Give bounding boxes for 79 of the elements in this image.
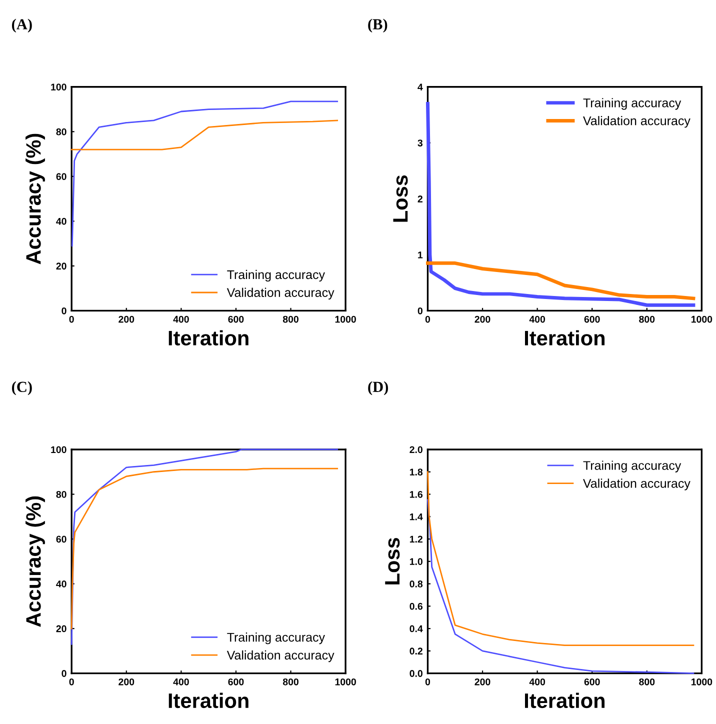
x-tick-label: 200 [118, 316, 134, 323]
y-tick-label: 4 [418, 84, 423, 90]
y-tick-label: 80 [56, 490, 66, 498]
y-axis-title: Accuracy (%) [26, 496, 45, 627]
x-axis-title: Iteration [525, 692, 605, 708]
chart-title: (A) [12, 18, 32, 33]
chart-title: (B) [368, 18, 388, 33]
legend-label: Training accuracy [227, 632, 325, 644]
x-tick-label: 0 [425, 678, 430, 686]
x-tick-label: 800 [639, 678, 655, 686]
y-tick-label: 60 [56, 536, 66, 543]
x-axis-title: Iteration [168, 330, 248, 346]
y-tick-label: 1.2 [410, 536, 422, 543]
legend-label: Validation accuracy [583, 478, 690, 490]
line-series [71, 100, 338, 246]
y-tick-label: 100 [51, 446, 66, 454]
chart-title: (C) [12, 381, 32, 396]
line-series [70, 468, 338, 630]
y-axis-title: Loss [385, 538, 400, 584]
y-tick-label: 1.8 [410, 468, 423, 476]
x-tick-label: 800 [282, 316, 298, 323]
x-tick-label: 400 [173, 316, 189, 323]
x-tick-label: 1000 [335, 316, 356, 323]
x-tick-label: 800 [639, 316, 655, 323]
y-tick-label: 1.6 [410, 490, 423, 498]
x-tick-label: 600 [584, 678, 600, 686]
x-tick-label: 200 [474, 316, 490, 323]
legend-label: Validation accuracy [226, 288, 334, 300]
y-tick-label: 0.8 [410, 580, 423, 588]
x-tick-label: 400 [529, 678, 546, 686]
y-tick-label: 0 [418, 307, 422, 314]
line-series [70, 448, 338, 645]
y-tick-label: 20 [56, 262, 66, 270]
x-tick-label: 200 [118, 678, 134, 686]
y-tick-label: 0.4 [410, 625, 423, 632]
legend-label: Training accuracy [583, 460, 682, 472]
y-tick-label: 80 [56, 128, 66, 136]
legend-label: Validation accuracy [583, 116, 690, 128]
y-tick-label: 2 [418, 196, 422, 202]
x-tick-label: 1000 [691, 316, 712, 323]
y-tick-label: 2.0 [410, 446, 422, 454]
line-series [70, 120, 338, 150]
legend-label: Training accuracy [583, 98, 682, 110]
y-tick-label: 1.0 [410, 558, 422, 566]
y-tick-label: 40 [56, 218, 66, 225]
y-axis-title: Loss [393, 175, 408, 222]
x-tick-label: 600 [228, 316, 244, 323]
x-tick-label: 400 [529, 316, 546, 323]
x-tick-label: 600 [584, 316, 600, 323]
x-axis-title: Iteration [525, 330, 605, 346]
y-axis-title: Accuracy (%) [26, 134, 45, 264]
legend-label: Training accuracy [227, 270, 325, 282]
chart-title: (D) [368, 381, 388, 396]
line-series [427, 471, 694, 646]
y-tick-label: 0 [62, 670, 66, 677]
y-tick-label: 1.4 [410, 513, 423, 520]
y-tick-label: 0.0 [410, 670, 422, 677]
y-tick-label: 3 [418, 140, 423, 146]
x-axis-title: Iteration [168, 692, 248, 708]
y-tick-label: 0.6 [410, 602, 423, 610]
x-tick-label: 0 [425, 316, 430, 323]
y-tick-label: 1 [418, 252, 423, 258]
line-series [426, 261, 696, 300]
y-tick-label: 60 [56, 173, 66, 180]
y-tick-label: 0 [62, 307, 66, 314]
x-tick-label: 600 [228, 678, 244, 686]
x-tick-label: 0 [69, 316, 74, 323]
x-tick-label: 800 [282, 678, 298, 686]
x-tick-label: 400 [173, 678, 189, 686]
y-tick-label: 0.2 [410, 648, 422, 655]
legend-label: Validation accuracy [226, 650, 334, 662]
x-tick-label: 1000 [335, 678, 356, 686]
y-tick-label: 20 [56, 625, 66, 632]
y-tick-label: 40 [56, 580, 66, 588]
x-tick-label: 1000 [691, 678, 712, 686]
y-tick-label: 100 [51, 84, 66, 90]
x-tick-label: 0 [69, 678, 74, 686]
line-series [427, 499, 694, 674]
x-tick-label: 200 [474, 678, 490, 686]
